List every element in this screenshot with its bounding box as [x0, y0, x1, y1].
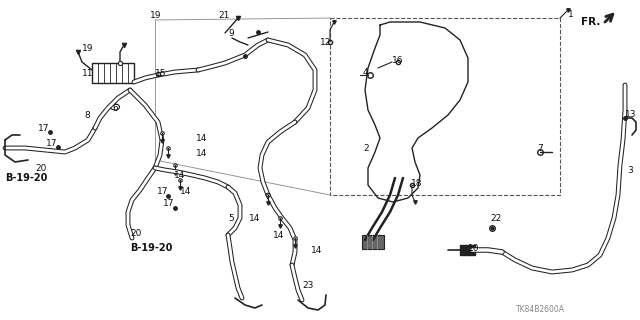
Text: 17: 17 [163, 198, 175, 207]
Text: 22: 22 [490, 213, 501, 222]
Text: 21: 21 [218, 11, 229, 20]
Text: 9: 9 [228, 28, 234, 37]
Text: 17: 17 [157, 187, 168, 196]
Text: 17: 17 [46, 139, 58, 148]
Text: 23: 23 [302, 281, 314, 290]
Text: 14: 14 [249, 213, 260, 222]
Text: 16: 16 [392, 55, 403, 65]
Text: 14: 14 [174, 171, 186, 180]
Text: 13: 13 [625, 109, 637, 118]
Text: 6: 6 [112, 103, 118, 113]
Bar [92, 63, 134, 83]
Text: FR.: FR. [580, 17, 600, 27]
Text: 2: 2 [363, 143, 369, 153]
Text: B-19-20: B-19-20 [130, 243, 172, 253]
Text: 4: 4 [363, 68, 369, 76]
Text: 14: 14 [180, 187, 191, 196]
Text: 14: 14 [273, 230, 284, 239]
Text: 12: 12 [320, 37, 332, 46]
Text: B-19-20: B-19-20 [5, 173, 47, 183]
Text: 8: 8 [84, 110, 90, 119]
Text: TK84B2600A: TK84B2600A [516, 306, 565, 315]
Text: 3: 3 [627, 165, 633, 174]
Text: 5: 5 [228, 213, 234, 222]
Text: 14: 14 [196, 133, 207, 142]
Text: 17: 17 [38, 124, 49, 132]
Text: 19: 19 [82, 44, 93, 52]
Text: 1: 1 [568, 10, 573, 19]
Text: 14: 14 [196, 148, 207, 157]
Text: 15: 15 [155, 68, 166, 77]
Text: 10: 10 [468, 244, 479, 252]
Bar [362, 235, 384, 249]
Text: 11: 11 [82, 68, 93, 77]
Text: 14: 14 [311, 245, 323, 254]
Text: 7: 7 [537, 143, 543, 153]
Text: 18: 18 [411, 179, 422, 188]
Text: 20: 20 [35, 164, 46, 172]
Text: 19: 19 [150, 11, 161, 20]
Bar [460, 245, 475, 255]
Text: 20: 20 [130, 228, 141, 237]
